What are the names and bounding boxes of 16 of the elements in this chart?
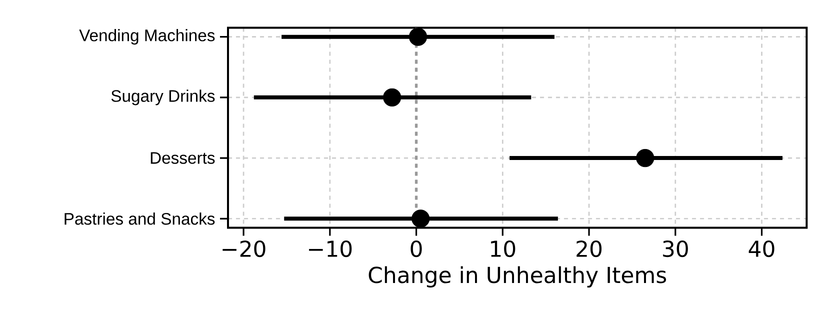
point (383, 88, 402, 107)
x-tick-label: 40 (748, 240, 774, 258)
x-tick-label: 10 (491, 240, 516, 258)
point (408, 28, 428, 46)
x-tick-label: 0 (410, 240, 422, 258)
y-tick-label: Pastries and Snacks (64, 212, 215, 225)
point (636, 148, 654, 168)
point (412, 210, 430, 228)
x-tick-label: −20 (222, 240, 266, 258)
x-tick-label: 30 (663, 240, 688, 258)
x-tick-label: 20 (576, 240, 602, 258)
x-tick-label: −10 (309, 240, 352, 258)
y-tick-label: Sugary Drinks (111, 90, 215, 106)
y-tick-label: Vending Machines (79, 29, 215, 45)
x-axis-title: Change in Unhealthy Items (368, 266, 666, 288)
y-tick-label: Desserts (150, 152, 215, 164)
